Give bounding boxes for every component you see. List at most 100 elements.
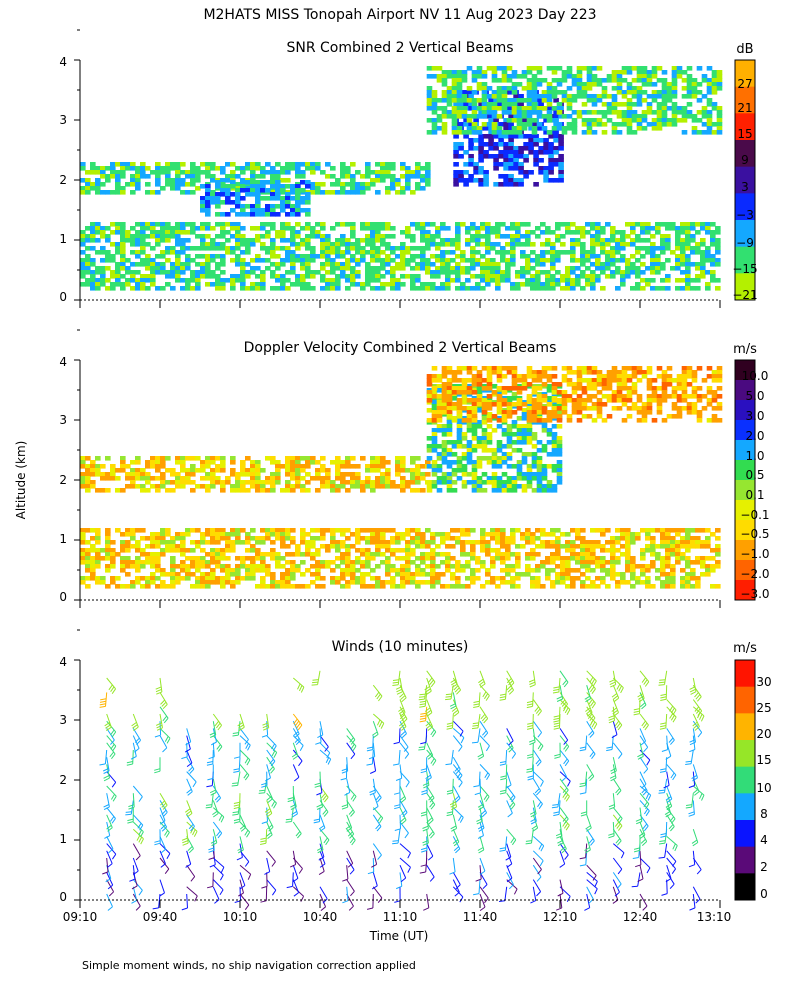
heatmap-cell [325,258,331,263]
heatmap-cell [100,226,106,231]
heatmap-cell [295,212,301,217]
heatmap-cell [685,254,691,259]
heatmap-cell [543,138,549,143]
heatmap-cell [590,242,596,247]
heatmap-cell [90,576,96,581]
heatmap-cell [453,154,459,159]
heatmap-cell [320,242,326,247]
heatmap-cell [265,196,271,201]
heatmap-cell [205,254,211,259]
heatmap-cell [525,230,531,235]
heatmap-cell [320,246,326,251]
heatmap-cell [675,556,681,561]
heatmap-cell [690,544,696,549]
heatmap-cell [410,238,416,243]
heatmap-cell [630,560,636,565]
heatmap-cell [210,532,216,537]
heatmap-cell [437,476,443,481]
heatmap-cell [432,404,438,409]
heatmap-cell [610,536,616,541]
heatmap-cell [385,242,391,247]
heatmap-cell [590,270,596,275]
heatmap-cell [395,286,401,291]
heatmap-cell [95,182,101,187]
heatmap-cell [697,130,703,135]
heatmap-cell [595,242,601,247]
heatmap-cell [465,230,471,235]
heatmap-cell [155,456,161,461]
heatmap-cell [602,114,608,119]
heatmap-cell [225,548,231,553]
heatmap-cell [345,556,351,561]
heatmap-cell [537,110,543,115]
heatmap-cell [390,484,396,489]
heatmap-cell [250,270,256,275]
heatmap-cell [605,242,611,247]
heatmap-cell [600,560,606,565]
heatmap-cell [200,548,206,553]
heatmap-cell [245,576,251,581]
doppler-panel-title: Doppler Velocity Combined 2 Vertical Bea… [244,340,557,356]
heatmap-cell [555,580,561,585]
heatmap-cell [480,266,486,271]
heatmap-cell [375,190,381,195]
heatmap-cell [477,388,483,393]
heatmap-cell [520,222,526,227]
heatmap-cell [210,246,216,251]
heatmap-cell [430,572,436,577]
heatmap-cell [370,464,376,469]
heatmap-cell [677,106,683,111]
heatmap-cell [543,166,549,171]
heatmap-cell [553,114,559,119]
heatmap-cell [150,274,156,279]
heatmap-cell [390,536,396,541]
heatmap-cell [592,78,598,83]
heatmap-cell [627,66,633,71]
heatmap-cell [270,180,276,185]
heatmap-cell [590,250,596,255]
heatmap-cell [175,274,181,279]
heatmap-cell [85,226,91,231]
heatmap-cell [465,560,471,565]
heatmap-cell [350,484,356,489]
heatmap-cell [250,242,256,247]
heatmap-cell [472,122,478,127]
heatmap-cell [695,230,701,235]
heatmap-cell [340,162,346,167]
heatmap-cell [520,532,526,537]
heatmap-cell [508,174,514,179]
heatmap-cell [490,532,496,537]
heatmap-cell [225,480,231,485]
heatmap-cell [380,584,386,589]
heatmap-cell [300,560,306,565]
heatmap-cell [637,78,643,83]
heatmap-cell [642,114,648,119]
heatmap-cell [602,94,608,99]
heatmap-cell [550,266,556,271]
heatmap-cell [265,212,271,217]
heatmap-cell [195,166,201,171]
heatmap-cell [580,230,586,235]
heatmap-cell [120,234,126,239]
heatmap-cell [290,238,296,243]
heatmap-cell [482,444,488,449]
heatmap-cell [260,484,266,489]
heatmap-cell [667,82,673,87]
heatmap-cell [390,584,396,589]
heatmap-cell [697,98,703,103]
heatmap-cell [655,286,661,291]
heatmap-cell [510,250,516,255]
heatmap-cell [125,278,131,283]
heatmap-cell [190,226,196,231]
heatmap-cell [427,394,433,399]
heatmap-cell [485,532,491,537]
heatmap-cell [265,528,271,533]
heatmap-cell [655,266,661,271]
heatmap-cell [90,262,96,267]
heatmap-cell [497,114,503,119]
heatmap-cell [487,386,493,391]
heatmap-cell [445,544,451,549]
heatmap-cell [562,114,568,119]
heatmap-cell [548,170,554,175]
heatmap-cell [410,170,416,175]
